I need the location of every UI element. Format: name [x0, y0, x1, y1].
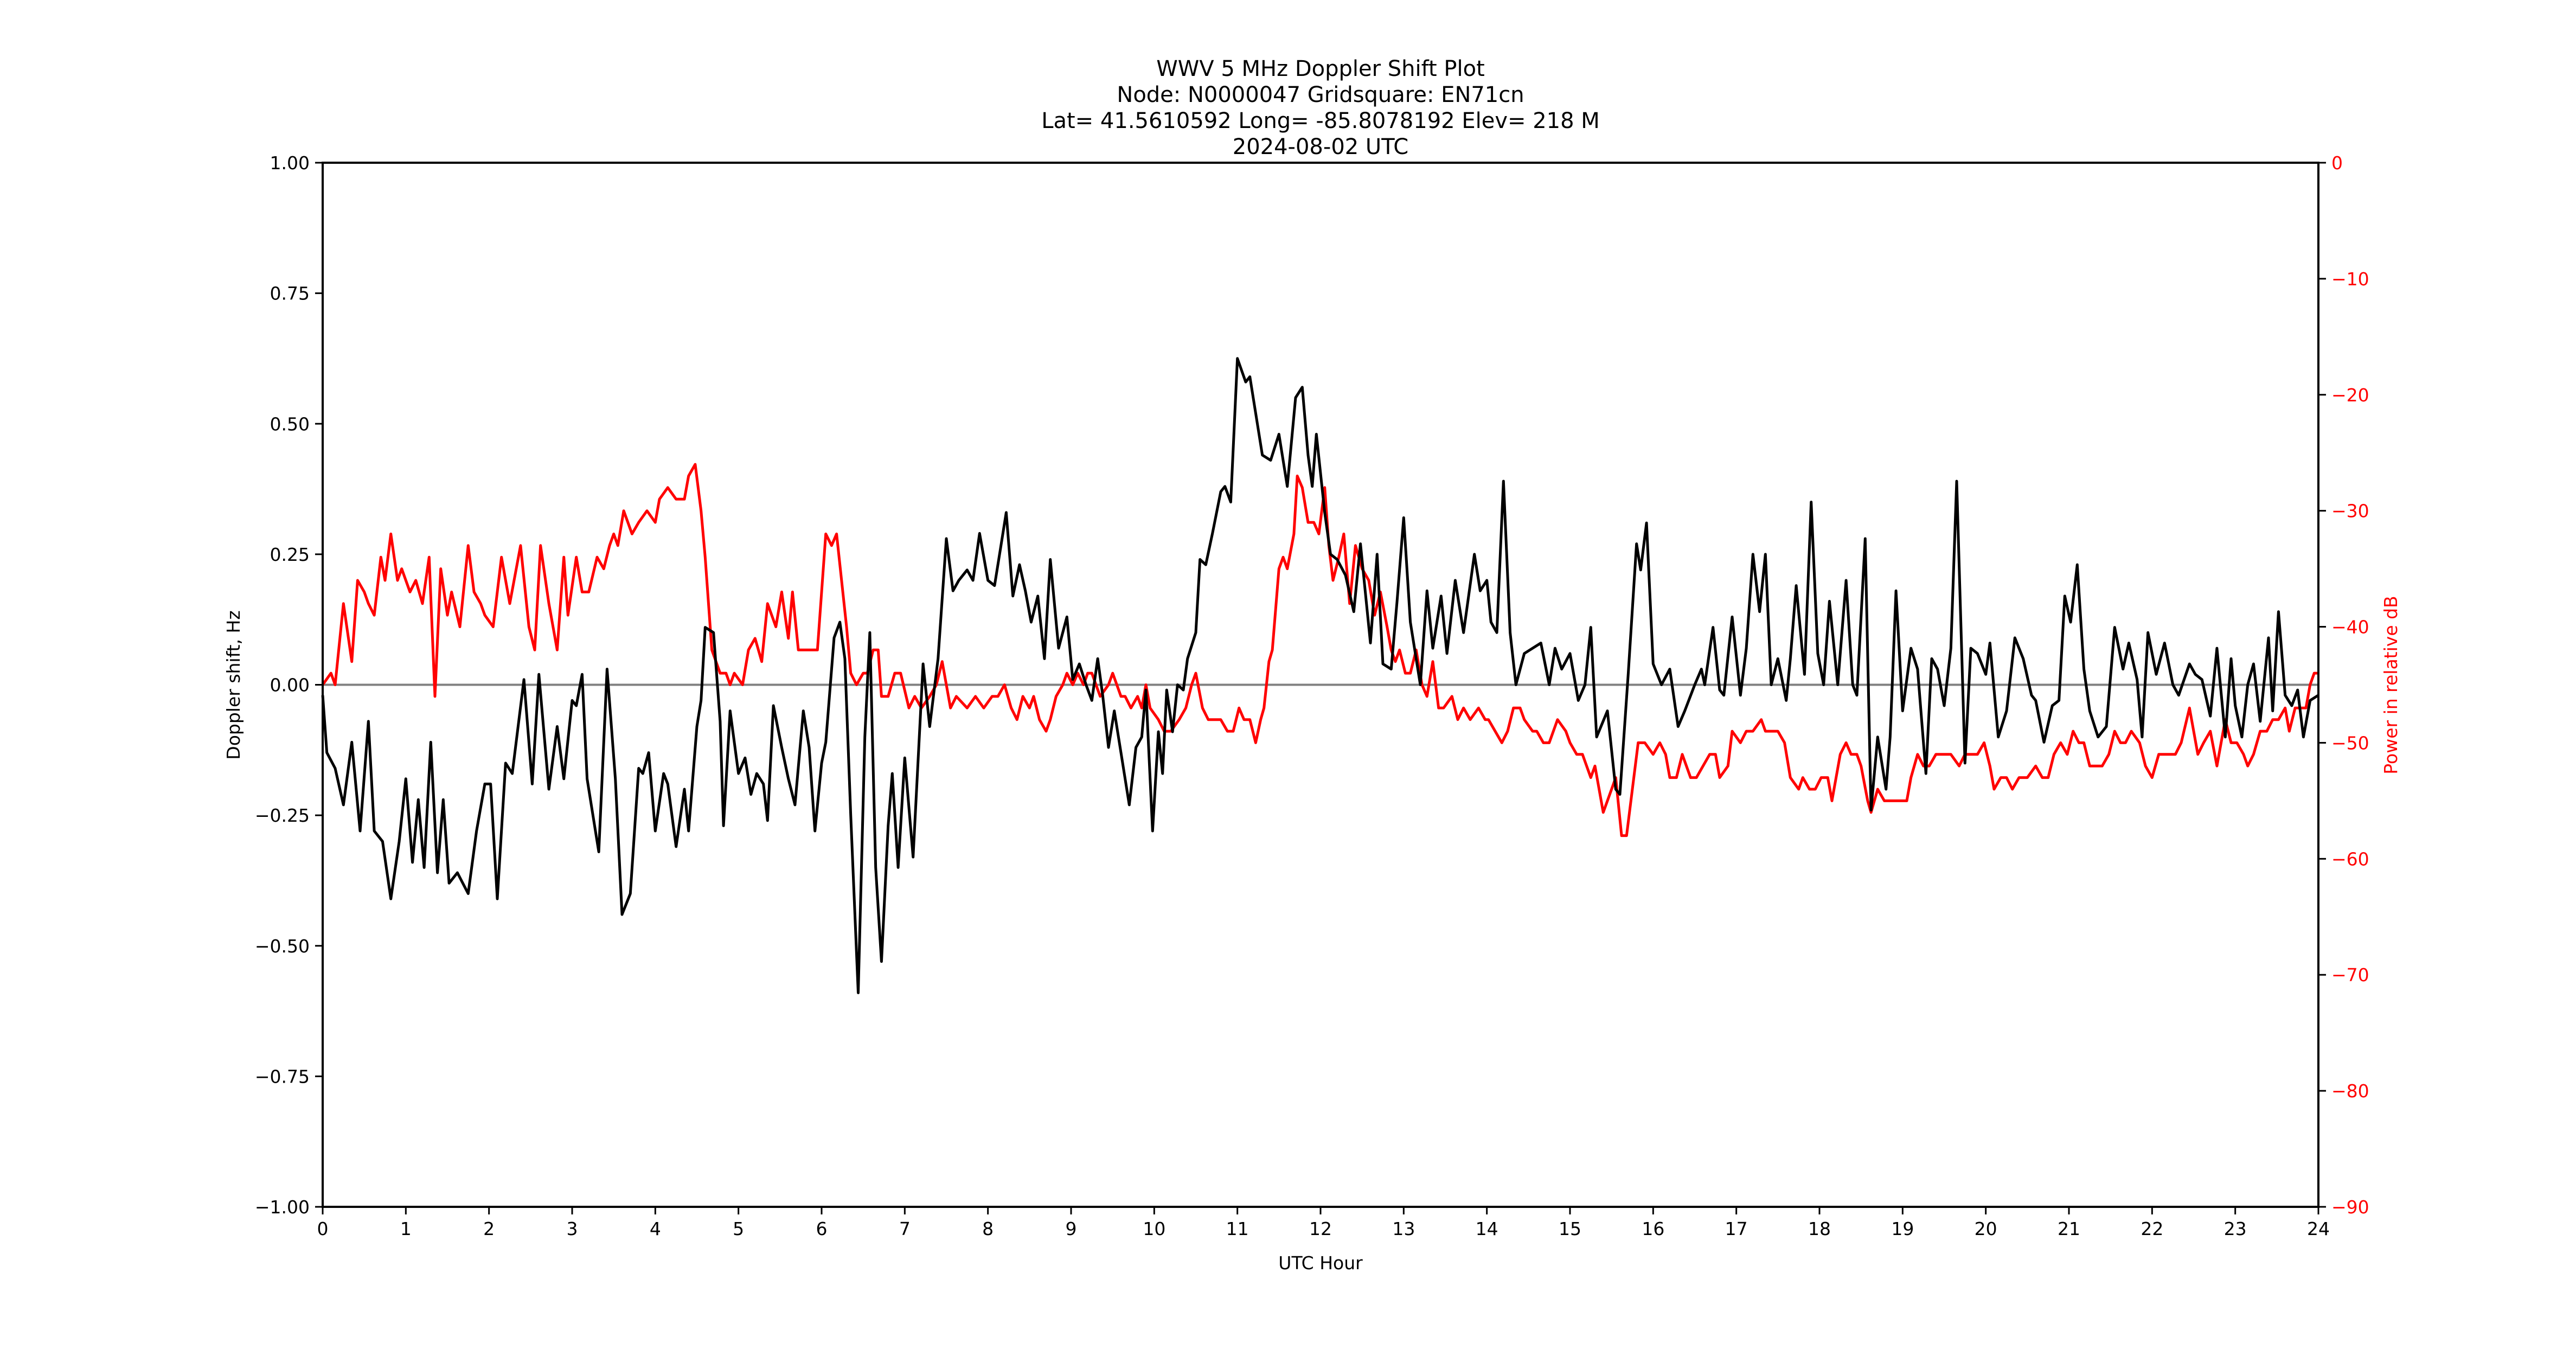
y-axis-left-label: Doppler shift, Hz [223, 610, 244, 759]
y-axis-right-ticks: 0 −10 −20 −30 −40 −50 −60 −70 −80 −90 [2318, 152, 2369, 1218]
doppler-series-line [321, 357, 2319, 994]
plot-area [321, 357, 2319, 994]
x-tick-label: 0 [317, 1218, 329, 1239]
y-left-tick-label: −1.00 [255, 1197, 310, 1218]
x-tick-label: 5 [733, 1218, 744, 1239]
y-axis-left-ticks: 1.00 0.75 0.50 0.25 0.00 −0.25 −0.50 −0.75 −1.00 [255, 152, 323, 1218]
x-tick-label: 7 [899, 1218, 911, 1239]
y-left-tick-label: −0.50 [255, 936, 310, 957]
y-right-tick-label: −60 [2331, 848, 2369, 869]
x-tick-label: 14 [1476, 1218, 1498, 1239]
y-right-tick-label: −80 [2331, 1080, 2369, 1102]
chart-subtitle-node: Node: N0000047 Gridsquare: EN71cn [1117, 82, 1524, 107]
x-tick-label: 8 [982, 1218, 994, 1239]
x-axis-label: UTC Hour [1278, 1252, 1363, 1274]
x-tick-label: 13 [1392, 1218, 1415, 1239]
x-tick-label: 24 [2307, 1218, 2330, 1239]
y-left-tick-label: 0.75 [270, 283, 310, 304]
y-left-tick-label: 1.00 [270, 152, 310, 174]
x-tick-label: 19 [1891, 1218, 1914, 1239]
x-tick-label: 10 [1143, 1218, 1165, 1239]
y-right-tick-label: −70 [2331, 964, 2369, 986]
y-right-tick-label: 0 [2331, 152, 2343, 174]
x-tick-label: 4 [650, 1218, 661, 1239]
y-right-tick-label: −40 [2331, 617, 2369, 638]
x-tick-label: 23 [2224, 1218, 2247, 1239]
x-tick-label: 17 [1725, 1218, 1748, 1239]
x-tick-label: 16 [1642, 1218, 1664, 1239]
x-tick-label: 20 [1975, 1218, 1997, 1239]
y-right-tick-label: −90 [2331, 1197, 2369, 1218]
chart-subtitle-location: Lat= 41.5610592 Long= -85.8078192 Elev= … [1041, 108, 1600, 133]
y-right-tick-label: −30 [2331, 501, 2369, 522]
chart-title: WWV 5 MHz Doppler Shift Plot [1156, 56, 1485, 81]
x-tick-label: 2 [483, 1218, 495, 1239]
y-left-tick-label: 0.25 [270, 544, 310, 565]
x-tick-label: 3 [567, 1218, 578, 1239]
y-left-tick-label: 0.00 [270, 675, 310, 696]
x-axis-ticks: 0 1 2 3 4 5 6 7 8 9 10 11 12 13 14 15 16 17 18 19 20 21 22 23 24 [317, 1207, 2330, 1239]
y-right-tick-label: −50 [2331, 732, 2369, 753]
x-tick-label: 21 [2058, 1218, 2080, 1239]
x-tick-label: 15 [1559, 1218, 1581, 1239]
y-left-tick-label: −0.25 [255, 805, 310, 826]
x-tick-label: 6 [816, 1218, 828, 1239]
x-tick-label: 1 [400, 1218, 412, 1239]
x-tick-label: 12 [1309, 1218, 1332, 1239]
x-tick-label: 9 [1066, 1218, 1077, 1239]
y-axis-right-label: Power in relative dB [2380, 596, 2401, 774]
x-tick-label: 18 [1808, 1218, 1831, 1239]
x-tick-label: 22 [2141, 1218, 2163, 1239]
y-left-tick-label: 0.50 [270, 413, 310, 434]
y-left-tick-label: −0.75 [255, 1066, 310, 1087]
chart-subtitle-date: 2024-08-02 UTC [1233, 135, 1408, 159]
x-tick-label: 11 [1226, 1218, 1249, 1239]
y-right-tick-label: −20 [2331, 385, 2369, 406]
y-right-tick-label: −10 [2331, 268, 2369, 290]
